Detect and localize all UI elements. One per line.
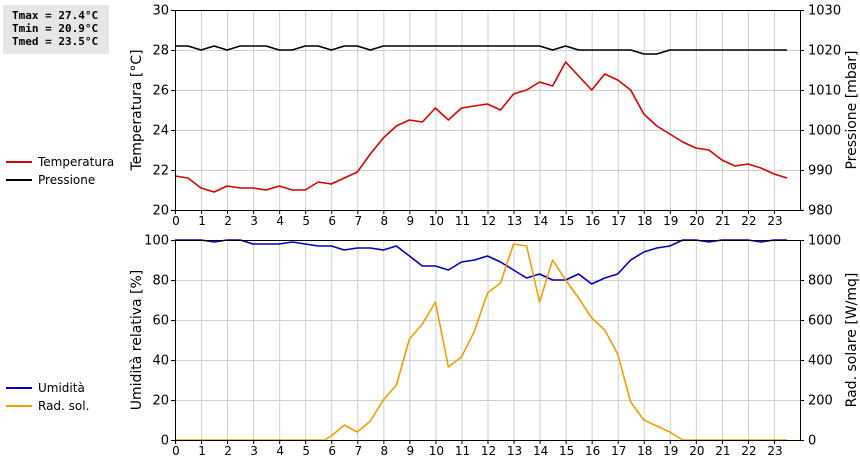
x-tick-label: 8 [381,214,389,228]
x-tick-label: 0 [172,214,180,228]
x-tick-label: 22 [741,214,756,228]
x-tick-label: 3 [250,214,258,228]
x-tick-label: 12 [481,444,496,458]
y-tick-label-right: 1010 [808,84,841,99]
legend-swatch-temperature [6,161,32,163]
stat-tmax: Tmax = 27.4°C [12,9,99,22]
legend-label-solar-radiation: Rad. sol. [38,399,90,413]
legend-swatch-humidity [6,387,32,389]
y-tick-label-right: 1000 [808,124,841,139]
y-tick-label-left: 100 [144,234,169,249]
x-tick-label: 15 [559,444,574,458]
y-axis-label-left: Temperatura [°C] [129,49,145,171]
y-tick-label-right: 400 [808,354,833,369]
legend-label-temperature: Temperatura [38,155,115,169]
x-tick-label: 14 [533,444,548,458]
stats-box: Tmax = 27.4°C Tmin = 20.9°C Tmed = 23.5°… [3,5,109,54]
legend-label-humidity: Umidità [38,381,85,395]
x-tick-label: 19 [663,214,678,228]
x-tick-label: 6 [328,444,336,458]
x-tick-label: 2 [224,444,232,458]
series-line-temperatura [174,61,788,193]
x-tick-label: 13 [507,214,522,228]
x-tick-label: 16 [585,444,600,458]
series-line-pressione [175,45,787,55]
y-tick-label-right: 200 [808,394,833,409]
y-tick-label-left: 20 [152,394,169,409]
y-tick-label-left: 80 [152,274,169,289]
x-tick-label: 5 [302,444,310,458]
y-tick-label-right: 1030 [808,4,841,19]
x-tick-label: 9 [407,214,415,228]
x-tick-label: 6 [328,214,336,228]
y-tick-label-left: 26 [152,84,169,99]
x-tick-label: 4 [276,444,284,458]
x-tick-label: 19 [663,444,678,458]
legend-swatch-pressure [6,179,32,181]
x-tick-label: 14 [533,214,548,228]
x-tick-label: 1 [198,214,206,228]
x-tick-label: 7 [354,444,362,458]
y-tick-label-left: 20 [152,204,169,219]
plot-frame [175,240,801,441]
x-tick-label: 8 [381,444,389,458]
x-tick-label: 0 [172,444,180,458]
y-tick-label-left: 0 [161,434,169,449]
y-tick-label-right: 980 [808,204,833,219]
x-tick-label: 21 [715,214,730,228]
x-tick-label: 20 [689,214,704,228]
y-tick-label-left: 30 [152,4,169,19]
x-tick-label: 12 [481,214,496,228]
x-tick-label: 5 [302,214,310,228]
x-tick-label: 7 [354,214,362,228]
x-tick-label: 10 [429,214,444,228]
x-tick-label: 23 [767,214,782,228]
x-tick-label: 17 [611,214,626,228]
y-tick-label-left: 24 [152,124,169,139]
x-tick-label: 3 [250,444,258,458]
y-tick-label-right: 0 [808,434,816,449]
y-axis-label-right: Rad. solare [W/mq] [844,273,860,408]
stat-tmin: Tmin = 20.9°C [12,22,99,35]
x-tick-label: 20 [689,444,704,458]
x-tick-label: 2 [224,214,232,228]
x-tick-label: 13 [507,444,522,458]
x-tick-label: 18 [637,444,652,458]
y-tick-label-right: 600 [808,314,833,329]
y-axis-label-left: Umidità relativa [%] [129,270,145,411]
y-axis-label-right: Pressione [mbar] [844,50,860,169]
plot-frame [175,10,801,211]
x-tick-label: 23 [767,444,782,458]
y-tick-label-right: 1000 [808,234,841,249]
y-tick-label-left: 22 [152,164,169,179]
x-tick-label: 11 [455,444,470,458]
legend-swatch-solar-radiation [6,405,32,407]
y-tick-label-left: 60 [152,314,169,329]
stat-tmed: Tmed = 23.5°C [12,35,99,48]
series-line-umidit [175,239,787,285]
legend-label-pressure: Pressione [38,173,96,187]
x-tick-label: 22 [741,444,756,458]
x-tick-label: 17 [611,444,626,458]
x-tick-label: 11 [455,214,470,228]
x-tick-label: 9 [407,444,415,458]
y-tick-label-right: 800 [808,274,833,289]
series-line-rad-sol [175,243,787,441]
y-tick-label-right: 1020 [808,44,841,59]
x-tick-label: 16 [585,214,600,228]
x-tick-label: 21 [715,444,730,458]
x-tick-label: 10 [429,444,444,458]
x-tick-label: 4 [276,214,284,228]
y-tick-label-left: 40 [152,354,169,369]
x-tick-label: 15 [559,214,574,228]
chart-panel-bottom: 0 1 2 3 4 5 6 7 8 9 10 11 12 13 14 15 16 17 18 19 20 21 22 2302… [129,234,860,459]
x-tick-label: 1 [198,444,206,458]
chart-panel-top: 0 1 2 3 4 5 6 7 8 9 10 11 12 13 14 15 16 17 18 19 20 21 22 2320… [129,4,860,229]
y-tick-label-right: 990 [808,164,833,179]
y-tick-label-left: 28 [152,44,169,59]
x-tick-label: 18 [637,214,652,228]
